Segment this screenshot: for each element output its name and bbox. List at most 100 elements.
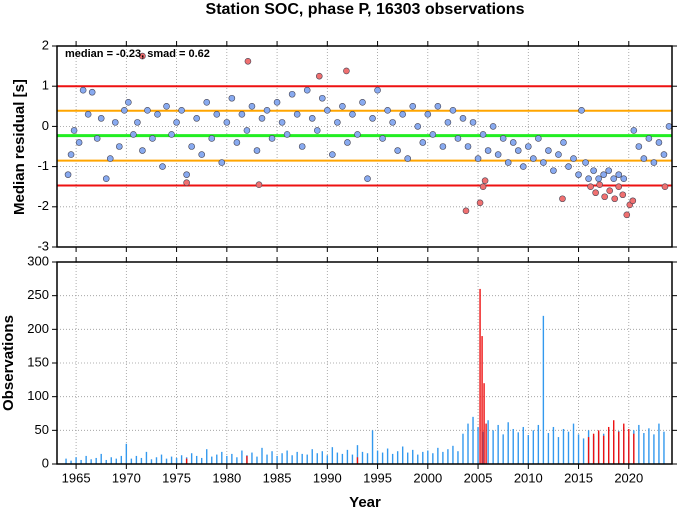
- point: [343, 67, 350, 75]
- point: [293, 111, 301, 118]
- bar: [577, 434, 580, 464]
- point: [364, 175, 371, 182]
- plot-frame: [56, 45, 673, 248]
- plot-frame: [56, 261, 673, 465]
- point: [629, 197, 637, 205]
- bar: [522, 426, 524, 464]
- point: [514, 147, 522, 154]
- bar: [65, 458, 67, 464]
- bar: [481, 336, 483, 464]
- bar: [432, 453, 434, 464]
- point: [610, 175, 618, 182]
- point: [159, 163, 166, 170]
- point: [585, 175, 592, 182]
- bar: [442, 451, 444, 464]
- y-tick-label: 2: [42, 37, 49, 52]
- bar: [497, 424, 499, 464]
- point: [575, 171, 582, 178]
- point: [178, 107, 185, 114]
- point: [655, 139, 663, 146]
- point: [208, 135, 216, 142]
- point: [530, 155, 537, 162]
- bar: [105, 459, 107, 464]
- bar: [457, 451, 459, 464]
- point: [504, 159, 512, 166]
- bar: [507, 422, 509, 464]
- bar: [557, 437, 560, 464]
- bar: [396, 451, 399, 464]
- bar: [80, 459, 82, 464]
- point: [93, 135, 101, 142]
- bar: [422, 451, 424, 464]
- point: [481, 177, 489, 184]
- point: [419, 139, 427, 146]
- bar: [266, 454, 268, 464]
- point: [318, 94, 326, 102]
- bar: [326, 455, 329, 464]
- bar: [542, 315, 545, 464]
- point: [344, 139, 351, 146]
- bar: [231, 453, 233, 464]
- bar: [135, 455, 138, 464]
- point: [619, 191, 627, 199]
- point: [268, 135, 276, 142]
- point: [590, 167, 597, 174]
- bar: [206, 449, 208, 464]
- y-axis-label: Observations: [0, 315, 17, 411]
- point: [244, 57, 252, 65]
- bar: [483, 383, 485, 464]
- point: [630, 127, 638, 134]
- bar: [552, 426, 555, 464]
- point: [600, 171, 607, 178]
- bar: [567, 431, 570, 464]
- point: [218, 159, 226, 166]
- bar: [648, 428, 650, 464]
- bar: [316, 453, 318, 464]
- bar: [165, 458, 168, 464]
- x-tick-label: 2010: [514, 470, 543, 485]
- bar: [276, 455, 278, 464]
- bar: [361, 451, 364, 464]
- bar: [221, 451, 223, 464]
- point: [70, 127, 78, 134]
- chart-title: Station SOC, phase P, 16303 observations: [206, 1, 525, 18]
- annotation: median = -0.23, smad = 0.62: [65, 48, 210, 60]
- bar: [110, 457, 112, 464]
- point: [329, 151, 336, 158]
- bar: [246, 455, 248, 464]
- point: [349, 111, 356, 118]
- bar: [321, 451, 323, 464]
- bar: [417, 454, 419, 464]
- x-tick-label: 1990: [313, 470, 342, 485]
- bar: [613, 420, 615, 464]
- point: [645, 135, 653, 142]
- point: [479, 183, 487, 190]
- point: [462, 207, 470, 215]
- point: [283, 131, 291, 138]
- bar: [155, 457, 158, 464]
- bar: [479, 288, 481, 464]
- bar: [85, 455, 87, 464]
- point: [587, 183, 594, 190]
- bar: [412, 449, 414, 464]
- bar: [336, 452, 339, 464]
- bar: [482, 431, 484, 464]
- point: [116, 143, 123, 150]
- point: [188, 143, 195, 150]
- bar: [256, 456, 258, 464]
- y-tick-label: 50: [35, 422, 49, 437]
- bar: [376, 450, 379, 464]
- point: [559, 195, 566, 203]
- point: [173, 119, 180, 126]
- bar: [150, 459, 153, 464]
- point: [615, 171, 623, 178]
- plot-area: [57, 46, 672, 247]
- point: [509, 139, 517, 146]
- point: [228, 94, 236, 102]
- point: [139, 147, 146, 154]
- y-axis-label: Median residual [s]: [11, 79, 28, 215]
- point: [125, 98, 132, 106]
- point: [163, 103, 170, 110]
- point: [449, 107, 457, 114]
- point: [464, 143, 472, 150]
